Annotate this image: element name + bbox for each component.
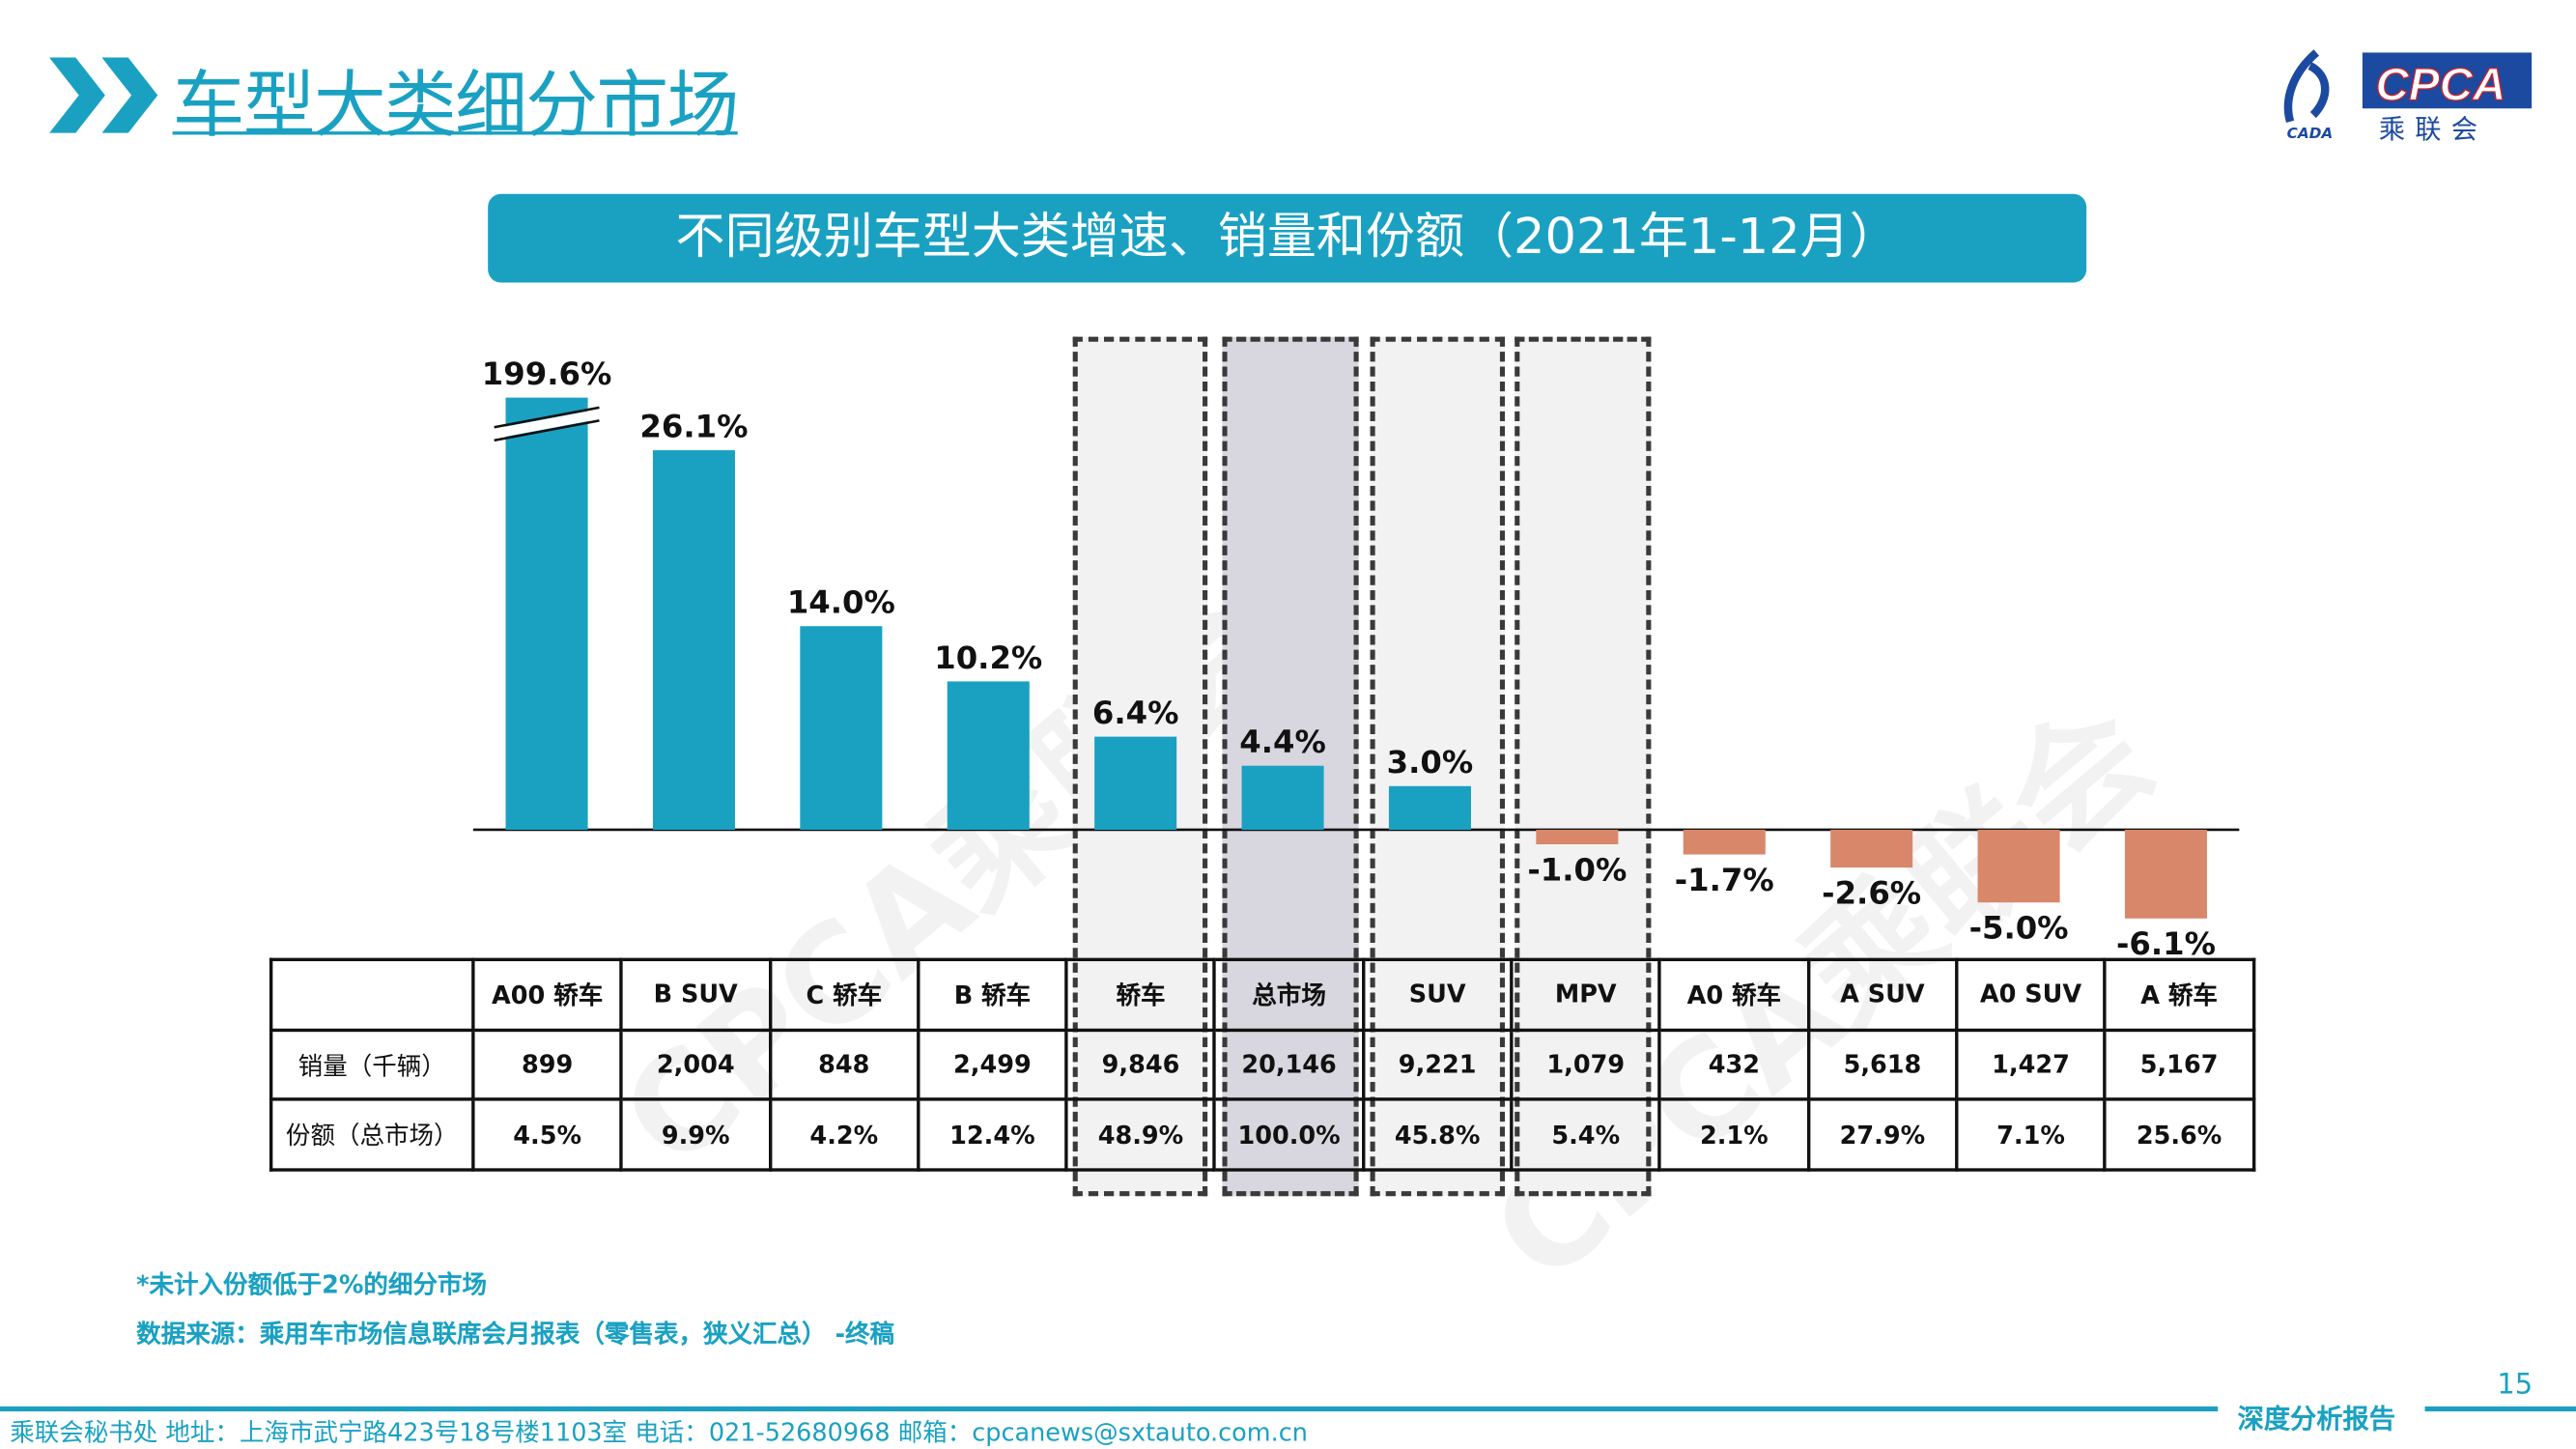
table-cell-share: 27.9% (1806, 1097, 1959, 1172)
bar (1388, 785, 1471, 830)
bar (1830, 829, 1913, 868)
table-cell-share: 2.1% (1657, 1097, 1810, 1172)
table-cell-sales: 9,221 (1361, 1028, 1514, 1102)
table-col-header: A00 轿车 (471, 957, 624, 1032)
table-col-header: A 轿车 (2103, 957, 2255, 1032)
bar (1977, 829, 2060, 903)
data-label: -1.7% (1675, 862, 1774, 898)
table-cell-share: 7.1% (1955, 1097, 2108, 1172)
table-cell-sales: 20,146 (1213, 1028, 1366, 1102)
chart-title: 不同级别车型大类增速、销量和份额（2021年1-12月） (488, 193, 2087, 283)
data-source: 数据来源：乘用车市场信息联席会月报表（零售表，狭义汇总） -终稿 (136, 1319, 895, 1350)
table-col-header: C 轿车 (768, 957, 920, 1032)
table-col-header: A0 SUV (1955, 957, 2108, 1032)
data-label: 14.0% (787, 584, 895, 621)
chevron-icon (49, 57, 158, 133)
table-cell-share: 12.4% (916, 1097, 1068, 1172)
table-col-header: 总市场 (1213, 957, 1366, 1032)
table-row-sales: 销量（千辆） 899 2,004 848 2,499 9,846 20,146 9,221 1,… (269, 1028, 2255, 1102)
table-col-header: B SUV (619, 957, 772, 1032)
footer-divider (0, 1406, 2219, 1412)
bar (1094, 736, 1177, 830)
data-label: 6.4% (1092, 695, 1179, 731)
bar (1241, 765, 1324, 830)
table-col-header: 轿车 (1064, 957, 1217, 1032)
data-label: 4.4% (1239, 724, 1326, 760)
data-table: A00 轿车 B SUV C 轿车 B 轿车 轿车 总市场 SUV MPV A0 轿车 A SUV… (269, 957, 2255, 1172)
row-header: 销量（千辆） (269, 1028, 475, 1102)
table-cell-sales: 9,846 (1064, 1028, 1217, 1102)
table-cell-sales: 848 (768, 1028, 920, 1102)
table-col-header: A SUV (1806, 957, 1959, 1032)
table-cell-sales: 5,618 (1806, 1028, 1959, 1102)
table-col-header: B 轿车 (916, 957, 1068, 1032)
svg-text:乘联会: 乘联会 (2379, 115, 2487, 145)
data-label: -2.6% (1822, 875, 1921, 912)
table-cell-share: 25.6% (2103, 1097, 2255, 1172)
bar (505, 397, 588, 830)
table-cell-share: 4.2% (768, 1097, 920, 1172)
axis-break-mark (493, 409, 601, 440)
data-label: 26.1% (639, 408, 748, 444)
table-cell-sales: 1,427 (1955, 1028, 2108, 1102)
table-cell-sales: 2,004 (619, 1028, 772, 1102)
bar (1536, 829, 1619, 845)
table-cell-sales: 2,499 (916, 1028, 1068, 1102)
table-cell-share: 100.0% (1213, 1097, 1366, 1172)
bar (947, 681, 1030, 830)
table-corner (269, 957, 475, 1032)
data-label: -1.0% (1527, 851, 1627, 888)
page-title: 车型大类细分市场 (172, 64, 740, 149)
bar (800, 626, 883, 830)
footer-tag: 深度分析报告 (2237, 1403, 2395, 1435)
table-header-row: A00 轿车 B SUV C 轿车 B 轿车 轿车 总市场 SUV MPV A0 轿车 A SUV… (269, 957, 2255, 1032)
table-cell-sales: 5,167 (2103, 1028, 2255, 1102)
svg-text:CADA: CADA (2287, 125, 2334, 142)
svg-text:CPCA: CPCA (2376, 60, 2506, 111)
table-col-header: MPV (1510, 957, 1662, 1032)
page-number: 15 (2497, 1368, 2534, 1402)
axis-break-mark (494, 419, 600, 442)
data-label: 3.0% (1387, 744, 1474, 781)
footnote: *未计入份额低于2%的细分市场 (136, 1269, 487, 1300)
data-label: 199.6% (482, 355, 612, 392)
data-label: -6.1% (2116, 925, 2216, 962)
footer-divider (2424, 1406, 2576, 1412)
row-header: 份额（总市场） (269, 1097, 475, 1172)
bar (652, 450, 735, 830)
table-cell-share: 48.9% (1064, 1097, 1217, 1172)
table-cell-sales: 899 (471, 1028, 624, 1102)
table-cell-sales: 432 (1657, 1028, 1810, 1102)
axis-break-mark (494, 406, 600, 429)
bar (2124, 829, 2207, 919)
table-cell-share: 5.4% (1510, 1097, 1662, 1172)
table-cell-share: 4.5% (471, 1097, 624, 1172)
table-cell-share: 9.9% (619, 1097, 772, 1172)
table-cell-sales: 1,079 (1510, 1028, 1662, 1102)
table-col-header: SUV (1361, 957, 1514, 1032)
cpca-logo: CPCA 乘联会 CADA (2283, 49, 2533, 145)
footer-contact: 乘联会秘书处 地址：上海市武宁路423号18号楼1103室 电话：021-526… (10, 1417, 1308, 1448)
bar (1683, 829, 1766, 855)
table-col-header: A0 轿车 (1657, 957, 1810, 1032)
data-label: 10.2% (934, 639, 1042, 676)
table-cell-share: 45.8% (1361, 1097, 1514, 1172)
table-row-share: 份额（总市场） 4.5% 9.9% 4.2% 12.4% 48.9% 100.0% 45.8%… (269, 1097, 2255, 1172)
data-label: -5.0% (1969, 910, 2069, 947)
